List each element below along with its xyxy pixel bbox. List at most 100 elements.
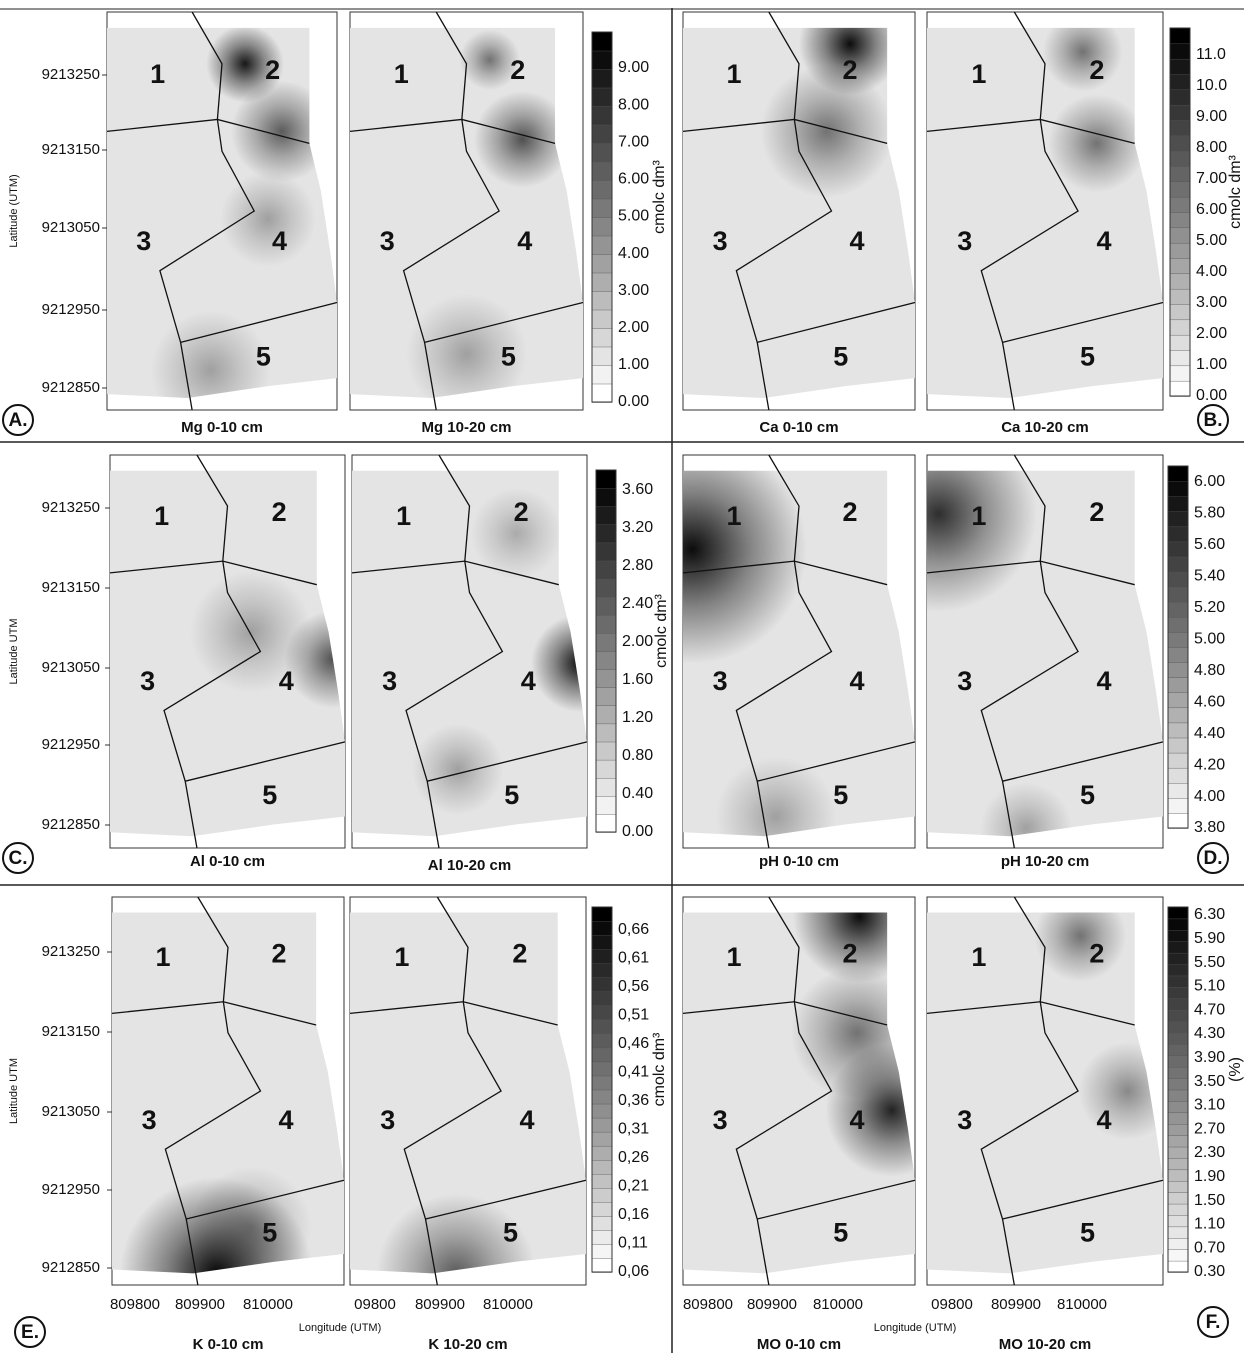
colorbar-step — [1170, 273, 1190, 289]
x-tick-label: 810000 — [483, 1296, 533, 1313]
colorbar-step — [592, 291, 612, 310]
colorbar-step — [1170, 43, 1190, 59]
y-tick-label: 9212850 — [42, 1259, 100, 1276]
zone-label: 1 — [727, 59, 742, 89]
colorbar-step — [596, 760, 616, 779]
colorbar-label: 4.20 — [1194, 756, 1225, 773]
colorbar-step — [592, 907, 612, 922]
colorbar-step — [592, 1160, 612, 1175]
colorbar-step — [1170, 304, 1190, 320]
colorbar-step — [1168, 1044, 1188, 1056]
map-title: Al 0-10 cm — [190, 853, 265, 870]
zone-label: 3 — [380, 1105, 395, 1135]
colorbar-step — [1168, 1169, 1188, 1181]
y-tick-label: 9213150 — [42, 141, 100, 158]
y-tick-label: 9213250 — [42, 66, 100, 83]
contour-blob — [151, 310, 271, 430]
panel-letter: B. — [1204, 410, 1223, 431]
colorbar-label: 0,56 — [618, 978, 649, 995]
colorbar-label: 4.30 — [1194, 1025, 1225, 1042]
colorbar-label: 2.70 — [1194, 1120, 1225, 1137]
colorbar-step — [592, 1188, 612, 1203]
colorbar-step — [1168, 1192, 1188, 1204]
x-tick-label: 809900 — [175, 1296, 225, 1313]
zone-label: 3 — [140, 666, 155, 696]
colorbar-unit: cmolc dm³ — [651, 1032, 668, 1106]
zone-label: 3 — [957, 666, 972, 696]
y-tick-label: 9212950 — [42, 736, 100, 753]
zone-label: 2 — [1089, 55, 1104, 85]
colorbar-label: 2.30 — [1194, 1144, 1225, 1161]
colorbar-label: 0,66 — [618, 921, 649, 938]
colorbar-label: 4.70 — [1194, 1001, 1225, 1018]
colorbar-label: 8.00 — [618, 96, 649, 113]
colorbar-step — [1170, 319, 1190, 335]
colorbar-step — [592, 1033, 612, 1048]
colorbar-step — [592, 347, 612, 366]
colorbar-label: 0.40 — [622, 785, 653, 802]
y-tick-label: 9213150 — [42, 1023, 100, 1040]
colorbar-step — [1170, 59, 1190, 75]
colorbar-label: 8.00 — [1196, 139, 1227, 156]
colorbar-step — [1168, 632, 1188, 648]
colorbar-label: 0.30 — [1194, 1263, 1225, 1280]
zone-label: 4 — [1096, 1105, 1111, 1135]
colorbar-label: 4.00 — [1194, 788, 1225, 805]
colorbar-step — [596, 506, 616, 525]
colorbar-step — [1170, 166, 1190, 182]
colorbar-step — [592, 1090, 612, 1105]
colorbar-label: 3.60 — [622, 481, 653, 498]
map-title: MO 10-20 cm — [999, 1336, 1092, 1353]
x-tick-label: 810000 — [243, 1296, 293, 1313]
colorbar-step — [1168, 1204, 1188, 1216]
zone-label: 4 — [521, 666, 536, 696]
colorbar-label: 5.00 — [618, 208, 649, 225]
x-tick-label: 09800 — [354, 1296, 396, 1313]
colorbar-step — [596, 615, 616, 634]
zone-label: 2 — [843, 55, 858, 85]
colorbar-label: 3.00 — [1196, 294, 1227, 311]
colorbar-step — [1170, 350, 1190, 366]
zone-label: 2 — [514, 497, 529, 527]
colorbar-label: 4.00 — [1196, 263, 1227, 280]
colorbar-step — [1168, 998, 1188, 1010]
colorbar-step — [1168, 1249, 1188, 1261]
contour-blob — [220, 171, 316, 267]
colorbar-step — [592, 69, 612, 88]
colorbar-step — [1168, 768, 1188, 784]
zone-label: 3 — [382, 666, 397, 696]
colorbar-step — [1168, 987, 1188, 999]
colorbar-step — [592, 1244, 612, 1259]
colorbar-step — [1168, 677, 1188, 693]
zone-label: 4 — [278, 1105, 293, 1135]
map-title: Ca 0-10 cm — [759, 419, 838, 436]
colorbar-step — [1168, 662, 1188, 678]
colorbar-step — [596, 561, 616, 580]
colorbar-step — [596, 524, 616, 543]
x-tick-label: 809900 — [991, 1296, 1041, 1313]
colorbar-step — [1170, 258, 1190, 274]
colorbar-step — [592, 199, 612, 218]
colorbar-step — [1168, 1021, 1188, 1033]
colorbar-label: 4.60 — [1194, 693, 1225, 710]
x-tick-label: 809800 — [683, 1296, 733, 1313]
colorbar-step — [596, 814, 616, 833]
x-tick-label: 809900 — [747, 1296, 797, 1313]
colorbar-step — [1170, 365, 1190, 381]
colorbar-step — [1168, 1158, 1188, 1170]
colorbar-step — [1168, 541, 1188, 557]
colorbar-step — [592, 273, 612, 292]
map-title: Mg 0-10 cm — [181, 419, 263, 436]
colorbar-step — [596, 579, 616, 598]
zone-label: 1 — [154, 501, 169, 531]
colorbar-label: 0,21 — [618, 1178, 649, 1195]
colorbar-step — [1168, 1112, 1188, 1124]
colorbar-step — [1168, 798, 1188, 814]
colorbar-label: 0,51 — [618, 1007, 649, 1024]
colorbar-step — [1168, 602, 1188, 618]
zone-label: 2 — [1089, 938, 1104, 968]
colorbar-step — [1168, 975, 1188, 987]
colorbar-step — [1168, 1181, 1188, 1193]
zone-label: 5 — [262, 780, 277, 810]
colorbar-label: 2.00 — [622, 633, 653, 650]
